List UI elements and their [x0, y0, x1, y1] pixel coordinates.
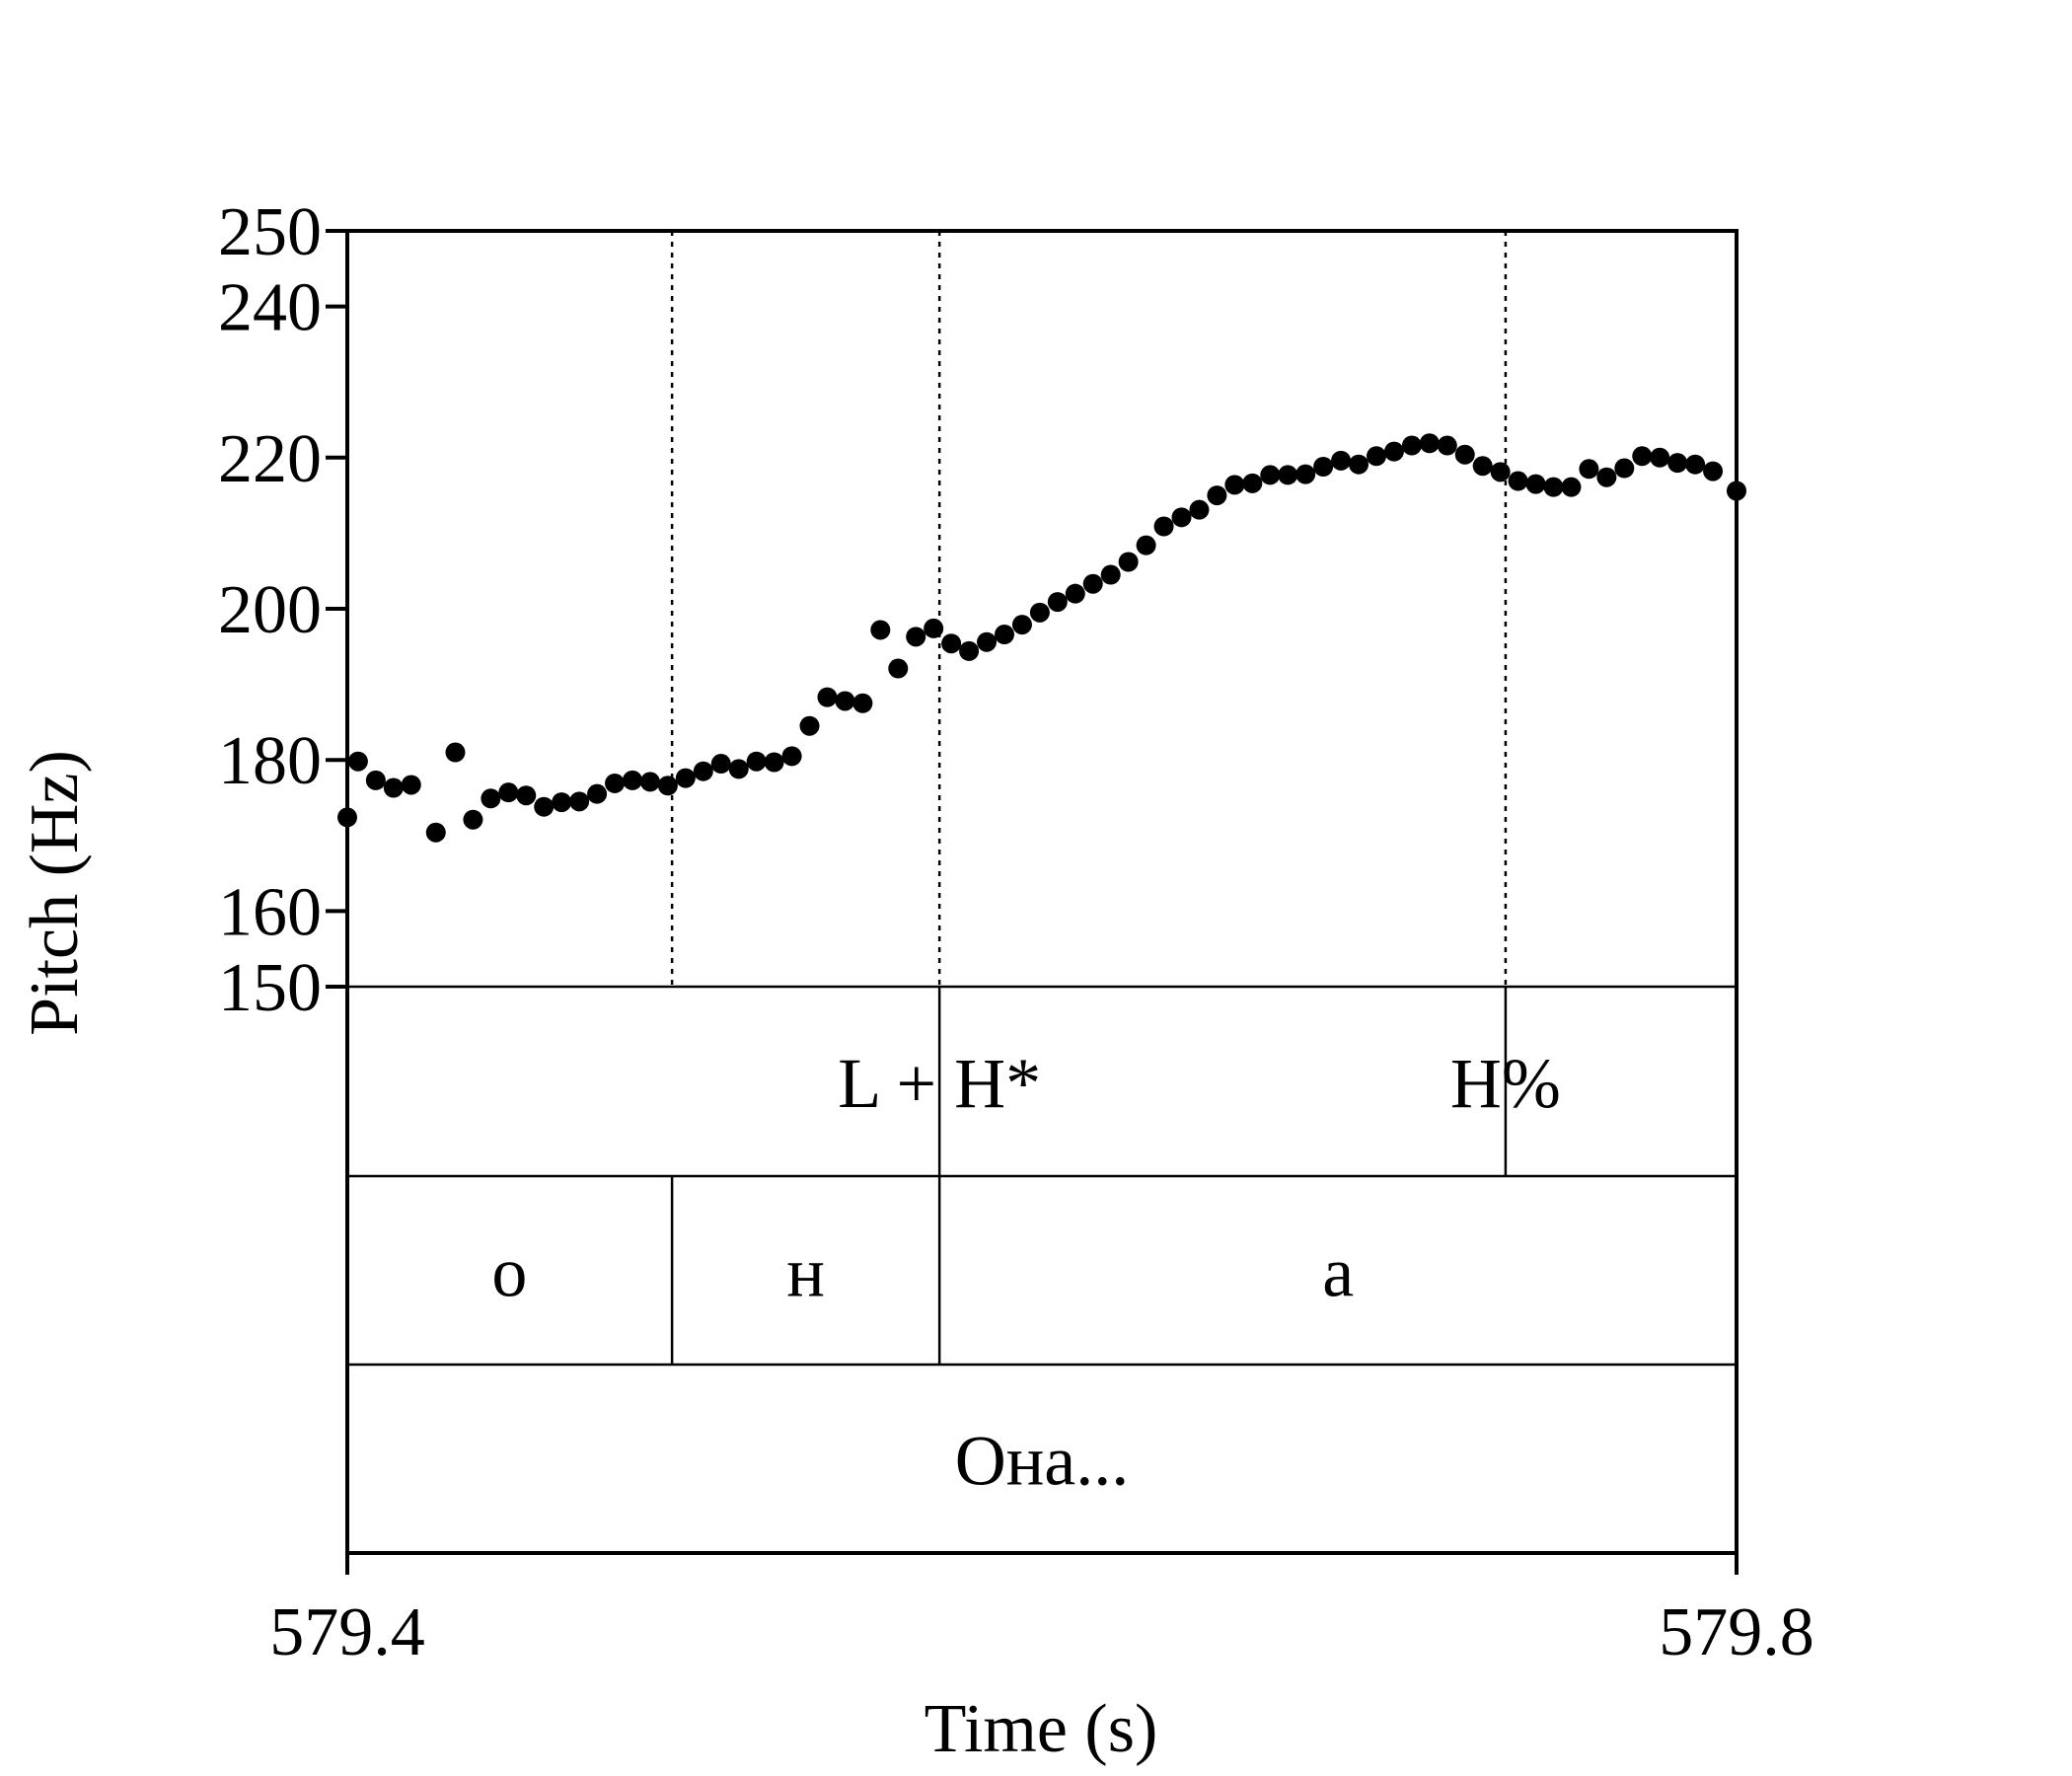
- pitch-point: [959, 640, 980, 661]
- pitch-point: [994, 625, 1014, 645]
- pitch-point: [445, 742, 466, 763]
- tier-label: о: [491, 1233, 527, 1312]
- pitch-point: [1508, 471, 1528, 491]
- pitch-point: [728, 759, 749, 779]
- pitch-point: [1703, 461, 1724, 481]
- pitch-point: [1543, 477, 1564, 497]
- pitch-point: [605, 773, 626, 793]
- pitch-point: [1419, 433, 1440, 454]
- pitch-point: [781, 746, 802, 767]
- pitch-point: [1118, 552, 1139, 572]
- pitch-point: [1153, 516, 1174, 537]
- y-tick-label: 180: [218, 723, 322, 799]
- pitch-point: [1136, 535, 1156, 555]
- tier-label: Она...: [955, 1422, 1129, 1501]
- pitch-point: [1065, 583, 1085, 604]
- pitch-point: [1100, 564, 1121, 585]
- pitch-point: [1278, 465, 1298, 485]
- pitch-point: [1047, 592, 1068, 613]
- pitch-point: [835, 691, 855, 711]
- pitch-point: [710, 754, 731, 775]
- pitch-point: [516, 785, 537, 806]
- pitch-point: [1029, 602, 1050, 623]
- pitch-point: [481, 788, 501, 809]
- y-tick-label: 160: [218, 874, 322, 950]
- y-tick-label: 250: [218, 194, 322, 270]
- pitch-point: [1207, 485, 1227, 506]
- y-axis-label: Pitch (Hz): [17, 750, 93, 1036]
- pitch-point: [1667, 453, 1688, 474]
- pitch-point: [1561, 477, 1582, 497]
- pitch-point: [906, 627, 926, 647]
- pitch-point: [1614, 458, 1635, 479]
- pitch-point: [1224, 475, 1245, 495]
- pitch-point: [799, 715, 820, 736]
- pitch-point: [463, 809, 483, 830]
- pitch-point: [622, 770, 642, 790]
- pitch-point: [746, 751, 767, 772]
- pitch-point: [347, 751, 368, 772]
- pitch-point: [1189, 499, 1210, 520]
- pitch-point: [1331, 450, 1352, 471]
- tier-label: н: [786, 1233, 825, 1312]
- pitch-point: [870, 620, 891, 640]
- plot-frame: [345, 229, 1739, 1555]
- pitch-point: [675, 768, 696, 788]
- pitch-point: [1596, 467, 1617, 487]
- pitch-point: [552, 792, 572, 813]
- tier-label: а: [1322, 1233, 1354, 1312]
- x-tick-label: 579.8: [1659, 1594, 1814, 1670]
- pitch-point: [852, 693, 873, 713]
- pitch-point: [817, 687, 838, 707]
- pitch-point: [1650, 447, 1670, 468]
- pitch-point: [1685, 454, 1706, 475]
- y-tick-label: 200: [218, 572, 322, 648]
- pitch-point: [1472, 456, 1493, 477]
- pitch-point: [924, 618, 944, 638]
- pitch-point: [1383, 441, 1404, 462]
- pitch-point: [1454, 444, 1475, 465]
- pitch-point: [1260, 465, 1281, 485]
- pitch-point: [657, 776, 678, 796]
- x-tick-label: 579.4: [269, 1594, 425, 1670]
- tier-label: L + H*: [838, 1044, 1041, 1123]
- pitch-point: [425, 822, 446, 843]
- pitch-point: [1632, 446, 1653, 467]
- pitch-point: [365, 770, 386, 790]
- pitch-point: [401, 775, 421, 795]
- pitch-point: [1525, 474, 1546, 494]
- pitch-point: [693, 761, 713, 781]
- tier-label: H%: [1450, 1044, 1561, 1123]
- pitch-point: [569, 791, 590, 812]
- pitch-point: [1490, 462, 1511, 482]
- pitch-point: [941, 633, 962, 654]
- y-tick-label: 150: [218, 950, 322, 1026]
- pitch-point: [1011, 615, 1032, 635]
- pitch-point: [1242, 473, 1263, 493]
- x-axis-label: Time (s): [925, 1691, 1158, 1767]
- y-tick-label: 240: [218, 270, 322, 346]
- pitch-point: [1349, 454, 1369, 475]
- pitch-point: [498, 782, 519, 803]
- pitch-point: [1082, 573, 1103, 594]
- pitch-point: [1313, 456, 1334, 477]
- pitch-point: [383, 777, 404, 798]
- pitch-point: [1579, 459, 1599, 480]
- pitch-point: [764, 752, 784, 773]
- y-tick-label: 220: [218, 421, 322, 497]
- pitch-point: [888, 658, 909, 679]
- pitch-point: [534, 796, 555, 817]
- pitch-point: [1295, 464, 1316, 484]
- pitch-point: [639, 772, 660, 792]
- pitch-point: [1171, 507, 1192, 528]
- pitch-point: [977, 631, 998, 652]
- pitch-point: [1437, 435, 1457, 456]
- pitch-point: [587, 783, 608, 804]
- pitch-point: [1401, 435, 1422, 456]
- pitch-point: [1366, 446, 1386, 467]
